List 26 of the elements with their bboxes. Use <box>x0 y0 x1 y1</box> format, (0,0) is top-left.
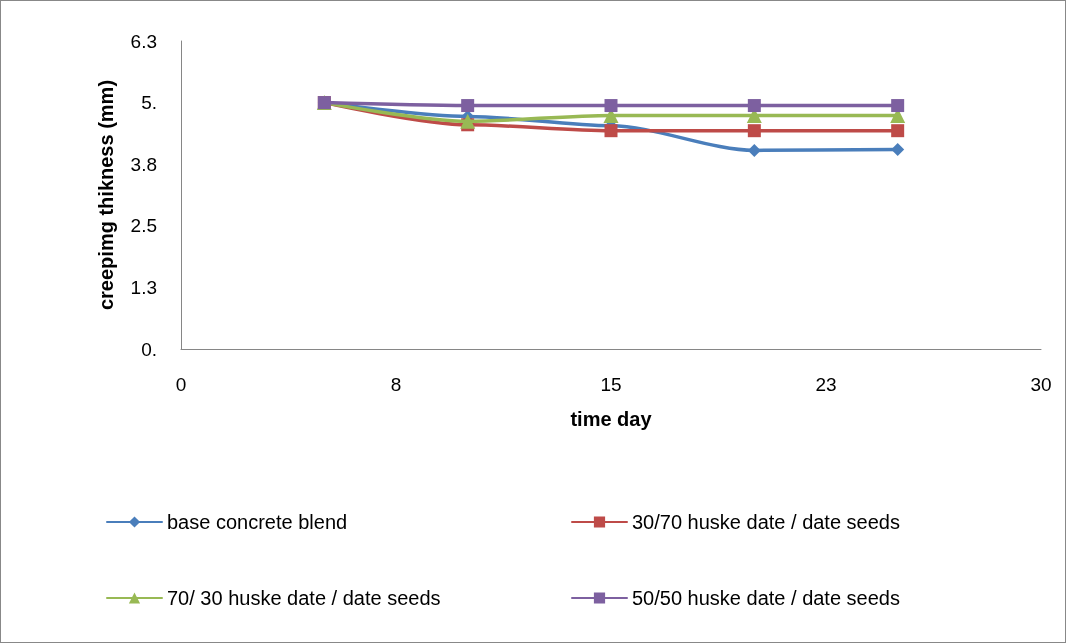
y-tick-label: 2.5 <box>130 215 157 237</box>
legend-label: 70/ 30 huske date / date seeds <box>167 587 441 609</box>
point <box>747 124 761 138</box>
legend-label: 50/50 huske date / date seeds <box>632 587 900 609</box>
y-tick-label: 0. <box>141 338 157 360</box>
x-tick-label: 8 <box>390 374 402 395</box>
y-tick-label: 6.3 <box>130 30 157 52</box>
y-tick-label: 5. <box>141 92 157 114</box>
x-tick-label: 30 <box>1030 374 1052 395</box>
point <box>461 99 475 113</box>
point <box>891 99 905 113</box>
point <box>460 113 476 129</box>
point <box>604 99 618 113</box>
x-axis-title: time day <box>570 408 653 430</box>
y-tick-label: 3.8 <box>130 153 157 175</box>
y-axis-title: creepimg thikness (mm) <box>95 79 117 311</box>
x-tick-label: 15 <box>600 374 622 395</box>
point <box>891 124 905 138</box>
x-tick-label: 23 <box>815 374 837 395</box>
x-tick-label: 0 <box>175 374 187 395</box>
legend-label: 30/70 huske date / date seeds <box>632 511 900 533</box>
y-tick-label: 1.3 <box>130 276 157 298</box>
point <box>891 142 905 156</box>
point <box>747 143 761 157</box>
legend-label: base concrete blend <box>167 511 348 533</box>
point <box>747 99 761 113</box>
